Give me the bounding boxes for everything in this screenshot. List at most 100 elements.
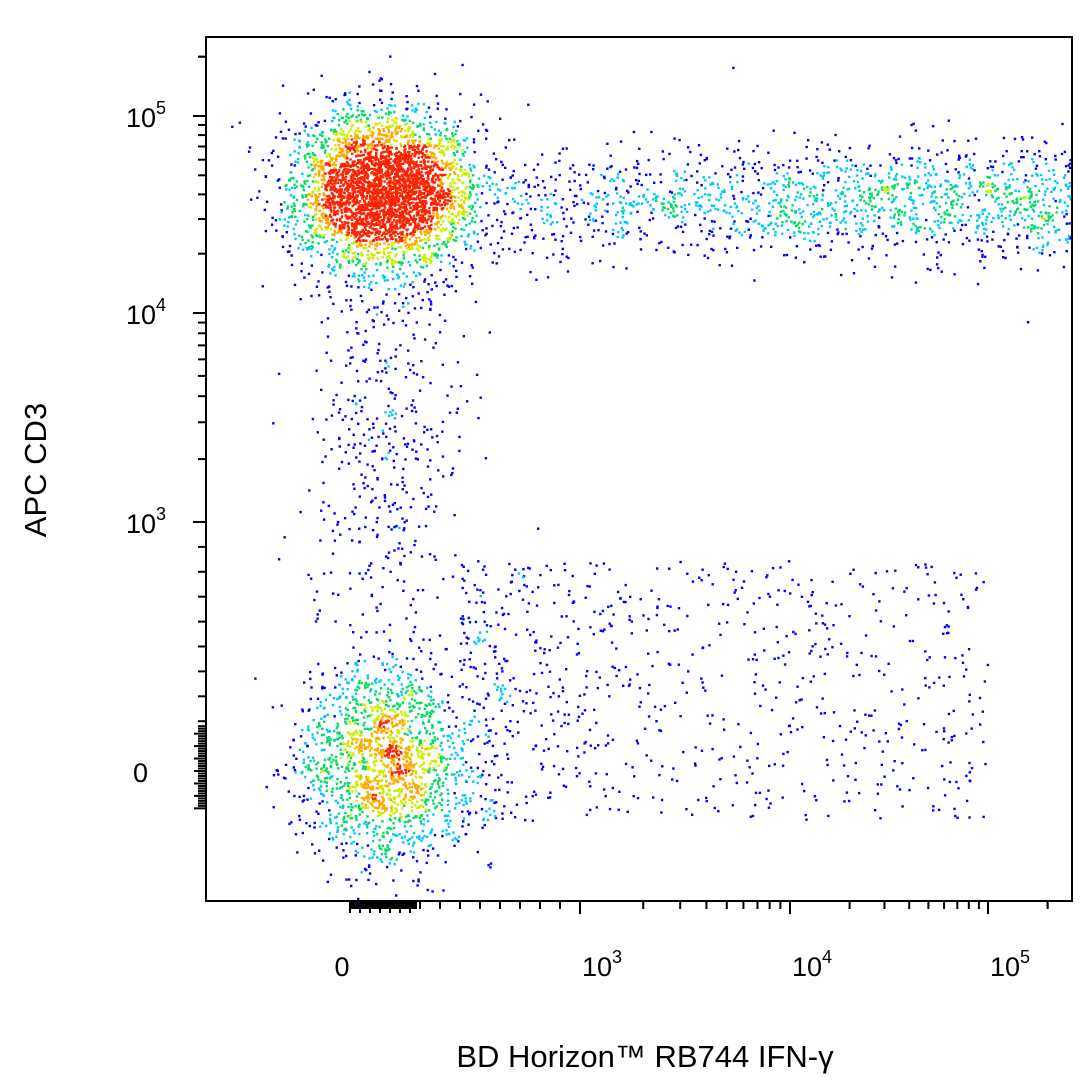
data-point <box>529 195 532 198</box>
data-point <box>953 734 956 738</box>
data-point <box>465 832 468 836</box>
data-point <box>419 689 422 692</box>
data-point <box>957 198 960 201</box>
data-point <box>328 832 332 835</box>
data-point <box>942 601 946 605</box>
data-point <box>950 187 954 190</box>
data-point <box>297 152 300 155</box>
data-point <box>442 145 445 148</box>
data-point <box>431 436 434 439</box>
data-point <box>924 748 927 752</box>
data-point <box>506 791 509 794</box>
data-point <box>361 753 364 756</box>
data-point <box>394 367 397 371</box>
data-point <box>554 202 558 206</box>
data-point <box>887 662 890 665</box>
data-point <box>421 298 424 302</box>
data-point <box>419 871 422 874</box>
data-point <box>403 698 406 701</box>
data-point <box>451 167 454 170</box>
data-point <box>340 460 344 464</box>
data-point <box>371 253 374 257</box>
data-point <box>899 220 903 224</box>
data-point <box>471 282 474 285</box>
data-point <box>425 729 429 733</box>
data-point <box>427 694 430 697</box>
data-point <box>887 189 890 192</box>
data-point <box>1015 237 1018 240</box>
data-point <box>342 133 346 136</box>
data-point <box>967 139 970 142</box>
data-point <box>1002 136 1006 140</box>
data-point <box>782 752 785 756</box>
data-point <box>380 847 383 851</box>
data-point <box>374 690 377 693</box>
data-point <box>903 590 906 593</box>
data-point <box>1033 200 1037 203</box>
data-point <box>732 66 735 70</box>
data-point <box>421 376 425 379</box>
data-point <box>908 157 911 160</box>
data-point <box>412 439 416 442</box>
data-point <box>464 172 467 175</box>
data-point <box>764 688 767 691</box>
data-point <box>420 690 424 693</box>
data-point <box>349 624 352 627</box>
data-point <box>977 214 981 217</box>
data-point <box>467 194 470 197</box>
data-point <box>463 631 466 635</box>
data-point <box>1038 155 1042 158</box>
data-point <box>861 245 864 249</box>
data-point <box>681 220 684 224</box>
data-point <box>367 286 371 289</box>
data-point <box>356 851 359 854</box>
data-point <box>417 750 421 753</box>
data-point <box>369 688 373 691</box>
data-point <box>627 230 630 234</box>
data-point <box>371 83 375 86</box>
data-point <box>994 160 997 163</box>
data-point <box>288 216 292 219</box>
data-point <box>487 863 490 867</box>
data-point <box>832 779 835 782</box>
data-point <box>294 833 298 836</box>
data-point <box>369 701 372 704</box>
data-point <box>422 721 425 724</box>
data-point <box>333 666 337 670</box>
data-point <box>393 302 397 305</box>
data-point <box>431 252 434 255</box>
data-point <box>572 200 575 204</box>
data-point <box>368 857 371 860</box>
data-point <box>361 846 364 849</box>
data-point <box>547 747 550 750</box>
data-point <box>444 278 448 281</box>
data-point <box>389 111 392 114</box>
data-point <box>1013 137 1017 141</box>
data-point <box>565 668 568 671</box>
data-point <box>430 288 433 291</box>
data-point <box>405 830 408 833</box>
data-point <box>330 775 333 778</box>
data-point <box>402 529 405 532</box>
data-point <box>949 183 953 187</box>
data-point <box>405 275 408 278</box>
data-point <box>315 369 318 372</box>
data-point <box>298 140 302 143</box>
data-point <box>347 259 351 263</box>
data-point <box>827 165 830 169</box>
data-point <box>322 501 325 504</box>
data-point <box>418 730 422 734</box>
data-point <box>307 205 311 209</box>
data-point <box>705 156 708 160</box>
data-point <box>346 717 349 720</box>
data-point <box>388 257 392 260</box>
data-point <box>773 763 776 766</box>
data-point <box>413 705 416 709</box>
data-point <box>962 675 966 678</box>
data-point <box>441 242 444 245</box>
data-point <box>418 254 421 257</box>
data-point <box>549 192 552 196</box>
data-point <box>953 190 956 193</box>
data-point <box>885 570 889 573</box>
data-point <box>389 670 393 674</box>
